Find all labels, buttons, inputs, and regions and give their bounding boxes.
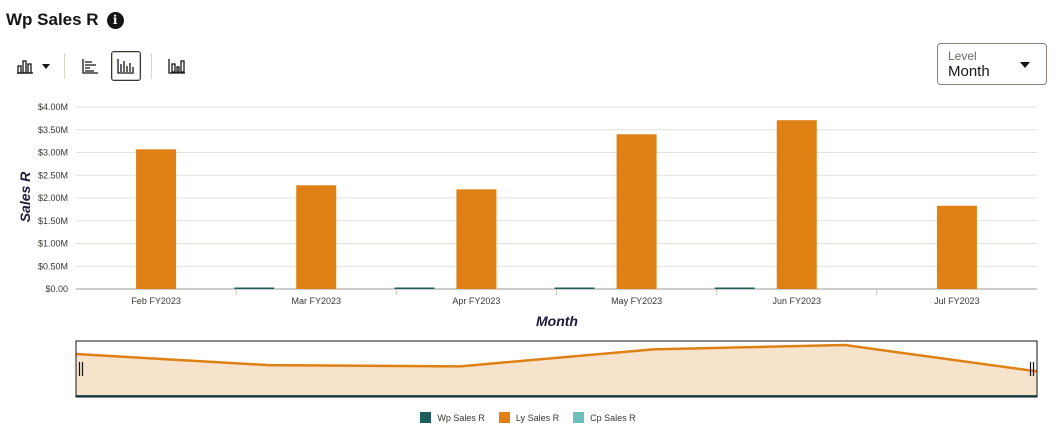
legend-item[interactable]: Ly Sales R — [498, 412, 560, 423]
overview-left-handle[interactable] — [78, 362, 84, 376]
page-title: Wp Sales R — [6, 10, 99, 29]
legend-swatch — [498, 412, 510, 423]
x-axis-label: Month — [536, 313, 578, 329]
info-icon[interactable]: i — [106, 11, 124, 29]
y-tick-label: $2.00M — [38, 193, 68, 203]
chart-legend: Wp Sales R Ly Sales R Cp Sales R — [0, 412, 1056, 423]
bar-wp-sales-r[interactable] — [714, 287, 755, 290]
combo-bar-icon — [168, 59, 185, 74]
y-tick-label: $1.50M — [38, 216, 68, 226]
y-tick-label: $3.50M — [38, 125, 68, 135]
legend-swatch — [573, 412, 585, 423]
y-tick-label: $2.50M — [38, 170, 68, 180]
bar-ly-sales-r[interactable] — [616, 134, 657, 289]
x-tick-label: May FY2023 — [611, 296, 662, 306]
overview-line-ly-sales-r — [75, 343, 1038, 373]
y-tick-label: $3.00M — [38, 148, 68, 158]
x-tick-label: Jun FY2023 — [772, 296, 821, 306]
x-tick-label: Jul FY2023 — [934, 296, 980, 306]
y-tick-label: $1.00M — [38, 239, 68, 249]
chart-toolbar — [12, 50, 192, 82]
legend-swatch — [420, 412, 432, 423]
bar-ly-sales-r[interactable] — [296, 185, 337, 289]
horizontal-bar-button[interactable] — [75, 51, 105, 81]
vertical-bar-button[interactable] — [111, 51, 141, 81]
horizontal-bar-icon — [82, 59, 98, 74]
bar-ly-sales-r[interactable] — [936, 205, 977, 289]
combo-bar-button[interactable] — [162, 51, 192, 81]
toolbar-divider — [151, 53, 152, 79]
legend-label: Cp Sales R — [590, 412, 636, 423]
bar-wp-sales-r[interactable] — [234, 287, 275, 290]
bar-ly-sales-r[interactable] — [136, 149, 177, 289]
legend-label: Ly Sales R — [515, 412, 560, 423]
x-tick-label: Apr FY2023 — [452, 296, 500, 306]
x-tick-label: Mar FY2023 — [291, 296, 341, 306]
level-select[interactable]: Level Month — [937, 43, 1047, 85]
bar-ly-sales-r[interactable] — [456, 189, 497, 289]
level-select-label: Level — [948, 49, 977, 63]
y-tick-label: $0.00 — [45, 284, 68, 294]
x-tick-label: Feb FY2023 — [131, 296, 181, 306]
y-axis-label: Sales R — [17, 171, 33, 222]
overview-window[interactable] — [75, 340, 1038, 398]
y-tick-label: $0.50M — [38, 261, 68, 271]
legend-item[interactable]: Cp Sales R — [573, 412, 636, 423]
bar-ly-sales-r[interactable] — [776, 120, 817, 289]
chart-type-dropdown-button[interactable] — [12, 51, 54, 81]
title-row: Wp Sales R i — [6, 10, 124, 30]
y-tick-label: $4.00M — [38, 102, 68, 112]
legend-label: Wp Sales R — [437, 412, 485, 423]
chevron-down-icon — [1020, 62, 1030, 68]
legend-item[interactable]: Wp Sales R — [420, 412, 485, 423]
toolbar-divider — [64, 53, 65, 79]
bar-chart-type-icon — [17, 60, 33, 74]
bar-wp-sales-r[interactable] — [554, 287, 595, 290]
vertical-bar-icon — [117, 59, 134, 74]
bar-wp-sales-r[interactable] — [394, 287, 435, 290]
level-select-value: Month — [948, 63, 990, 80]
overview-area — [76, 345, 1037, 397]
overview-right-handle[interactable] — [1029, 362, 1035, 376]
chevron-down-icon — [42, 63, 50, 69]
